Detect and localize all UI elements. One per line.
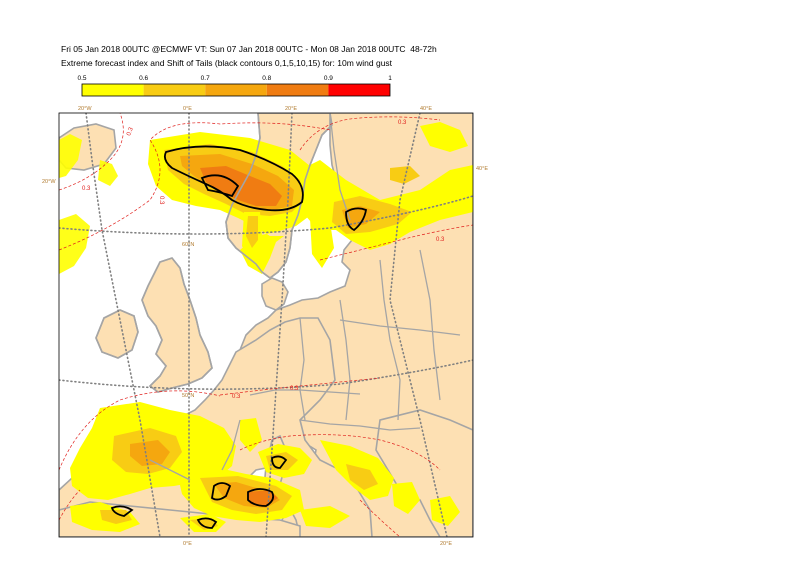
efi-region bbox=[246, 216, 258, 248]
edge-label-west: 20°W bbox=[42, 179, 56, 185]
efi-region bbox=[420, 122, 468, 152]
efi-region bbox=[310, 218, 334, 268]
lon-label-bottom: 0°E bbox=[183, 541, 192, 547]
lat-label-60n: 60°N bbox=[182, 242, 194, 248]
legend-tick-label: 0.9 bbox=[324, 75, 333, 82]
contour-label: 0.3 bbox=[398, 120, 407, 126]
legend-swatch-2 bbox=[143, 84, 206, 96]
legend-swatch-1 bbox=[82, 84, 144, 96]
map-frame bbox=[58, 112, 474, 538]
legend-swatch-3 bbox=[205, 84, 267, 96]
legend-tick-label: 1 bbox=[388, 75, 392, 82]
efi-color-legend: 0.5 0.6 0.7 0.8 0.9 1 bbox=[77, 75, 392, 97]
efi-region bbox=[130, 440, 170, 466]
legend-tick-label: 0.5 bbox=[77, 75, 86, 82]
efi-region bbox=[430, 496, 460, 526]
legend-tick-label: 0.7 bbox=[201, 75, 210, 82]
efi-region bbox=[342, 206, 380, 228]
legend-tick-label: 0.6 bbox=[139, 75, 148, 82]
lon-label-bottom: 20°E bbox=[440, 541, 452, 547]
edge-label-east: 40°E bbox=[476, 166, 488, 172]
contour-label: 0.3 bbox=[126, 126, 135, 137]
forecast-subtitle: Extreme forecast index and Shift of Tail… bbox=[61, 58, 393, 68]
legend-tick-label: 0.8 bbox=[262, 75, 271, 82]
efi-region bbox=[392, 482, 420, 514]
contour-label: 0.3 bbox=[290, 386, 299, 392]
forecast-title: Fri 05 Jan 2018 00UTC @ECMWF VT: Sun 07 … bbox=[61, 44, 437, 54]
contour-label: 0.3 bbox=[232, 394, 241, 400]
contour-label: 0.3 bbox=[158, 196, 164, 205]
efi-region bbox=[300, 506, 350, 528]
lon-label-top: 40°E bbox=[420, 106, 432, 112]
national-borders bbox=[149, 113, 461, 481]
efi-region bbox=[190, 518, 218, 530]
sot-contours bbox=[110, 145, 368, 529]
lon-label-top: 0°E bbox=[183, 106, 192, 112]
legend-swatch-5 bbox=[328, 84, 390, 96]
graticule bbox=[59, 113, 473, 537]
contour-label: 0.3 bbox=[82, 186, 91, 192]
lat-label-50n: 50°N bbox=[182, 393, 194, 399]
lon-label-top: 20°E bbox=[285, 106, 297, 112]
efi-region bbox=[100, 510, 132, 524]
contour-label: 0.3 bbox=[436, 237, 445, 243]
legend-swatch-4 bbox=[266, 84, 329, 96]
efi-0.3-contours bbox=[59, 113, 473, 537]
efi-region bbox=[346, 464, 378, 490]
efi-region bbox=[59, 134, 82, 178]
lon-label-top: 20°W bbox=[78, 106, 92, 112]
